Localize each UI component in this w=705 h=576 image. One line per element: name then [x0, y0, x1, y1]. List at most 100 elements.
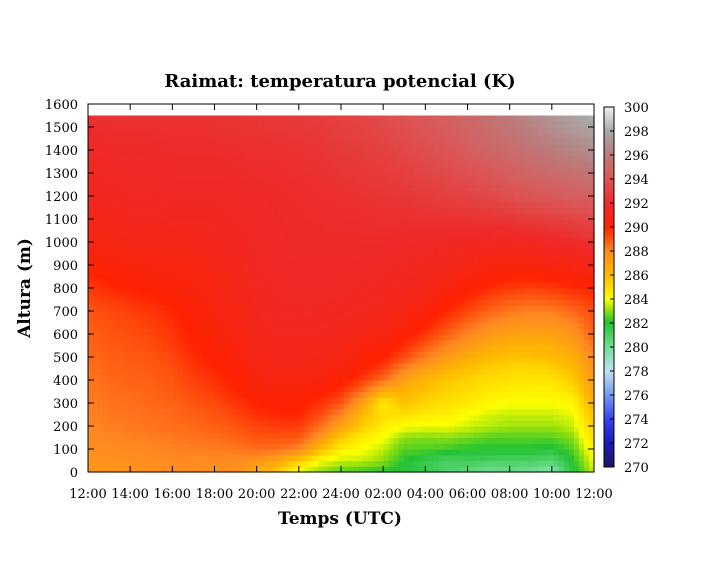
heatmap-cell: [478, 426, 485, 433]
heatmap-cell: [493, 236, 500, 243]
heatmap-cell: [508, 224, 515, 232]
heatmap-cell: [503, 339, 510, 347]
heatmap-cell: [393, 293, 400, 301]
heatmap-cell: [563, 299, 570, 306]
heatmap-cell: [143, 334, 149, 341]
heatmap-cell: [323, 431, 330, 439]
heatmap-cell: [468, 265, 475, 272]
heatmap-cell: [133, 408, 139, 416]
heatmap-cell: [333, 293, 340, 301]
heatmap-cell: [198, 253, 204, 260]
heatmap-cell: [408, 449, 415, 456]
heatmap-cell: [493, 322, 500, 329]
heatmap-cell: [523, 380, 530, 387]
heatmap-cell: [483, 276, 490, 283]
heatmap-cell: [498, 437, 505, 444]
heatmap-cell: [533, 420, 540, 427]
heatmap-cell: [398, 322, 405, 329]
heatmap-cell: [253, 207, 259, 214]
heatmap-cell: [283, 403, 289, 410]
heatmap-cell: [108, 357, 114, 364]
heatmap-cell: [458, 449, 465, 456]
heatmap-cell: [328, 374, 335, 381]
heatmap-cell: [138, 213, 144, 220]
heatmap-cell: [188, 431, 194, 439]
heatmap-cell: [393, 414, 400, 421]
heatmap-cell: [208, 322, 214, 329]
heatmap-cell: [433, 322, 440, 329]
heatmap-cell: [573, 305, 580, 312]
heatmap-cell: [533, 236, 540, 243]
heatmap-cell: [153, 190, 159, 197]
heatmap-cell: [358, 426, 365, 433]
heatmap-cell: [453, 299, 460, 306]
heatmap-cell: [408, 426, 415, 433]
heatmap-cell: [163, 190, 169, 197]
heatmap-cell: [513, 403, 520, 410]
heatmap-cell: [443, 282, 450, 289]
heatmap-cell: [498, 466, 505, 473]
heatmap-cell: [368, 299, 375, 306]
heatmap-cell: [203, 403, 209, 410]
heatmap-cell: [168, 184, 174, 191]
heatmap-cell: [323, 201, 330, 209]
heatmap-cell: [183, 276, 189, 283]
heatmap-cell: [403, 282, 410, 289]
heatmap-cell: [263, 339, 269, 347]
heatmap-cell: [493, 391, 500, 398]
heatmap-cell: [133, 437, 139, 444]
heatmap-cell: [163, 443, 169, 450]
heatmap-cell: [548, 253, 555, 260]
heatmap-cell: [398, 270, 405, 278]
heatmap-cell: [153, 351, 159, 358]
heatmap-cell: [303, 270, 310, 278]
heatmap-cell: [318, 345, 325, 352]
heatmap-cell: [108, 368, 114, 375]
heatmap-cell: [413, 437, 420, 444]
heatmap-cell: [563, 247, 570, 255]
heatmap-cell: [523, 190, 530, 197]
heatmap-cell: [88, 305, 94, 312]
heatmap-cell: [438, 196, 445, 203]
heatmap-cell: [528, 345, 535, 352]
heatmap-cell: [423, 374, 430, 381]
heatmap-cell: [333, 454, 340, 462]
heatmap-cell: [428, 437, 435, 444]
heatmap-cell: [343, 282, 350, 289]
heatmap-cell: [453, 460, 460, 467]
heatmap-cell: [303, 420, 310, 427]
heatmap-cell: [558, 247, 565, 255]
heatmap-cell: [523, 466, 530, 473]
heatmap-cell: [258, 276, 264, 283]
heatmap-cell: [293, 368, 300, 375]
heatmap-cell: [398, 276, 405, 283]
heatmap-cell: [383, 345, 390, 352]
heatmap-cell: [293, 391, 300, 398]
heatmap-cell: [438, 431, 445, 439]
heatmap-cell: [188, 426, 194, 433]
heatmap-cell: [238, 259, 244, 266]
heatmap-cell: [448, 351, 455, 358]
heatmap-cell: [333, 219, 340, 226]
heatmap-cell: [498, 414, 505, 421]
heatmap-cell: [188, 362, 194, 370]
heatmap-cell: [188, 224, 194, 232]
heatmap-cell: [578, 357, 585, 364]
heatmap-cell: [133, 270, 139, 278]
heatmap-cell: [543, 408, 550, 416]
heatmap-cell: [428, 196, 435, 203]
heatmap-cell: [573, 207, 580, 214]
heatmap-cell: [503, 334, 510, 341]
heatmap-cell: [113, 460, 119, 467]
heatmap-cell: [93, 328, 99, 335]
heatmap-cell: [348, 270, 355, 278]
heatmap-cell: [408, 247, 415, 255]
heatmap-cell: [418, 259, 425, 266]
heatmap-cell: [383, 253, 390, 260]
heatmap-cell: [298, 426, 305, 433]
heatmap-cell: [533, 443, 540, 450]
heatmap-cell: [218, 362, 224, 370]
heatmap-cell: [483, 270, 490, 278]
heatmap-cell: [518, 282, 525, 289]
heatmap-cell: [243, 316, 249, 324]
